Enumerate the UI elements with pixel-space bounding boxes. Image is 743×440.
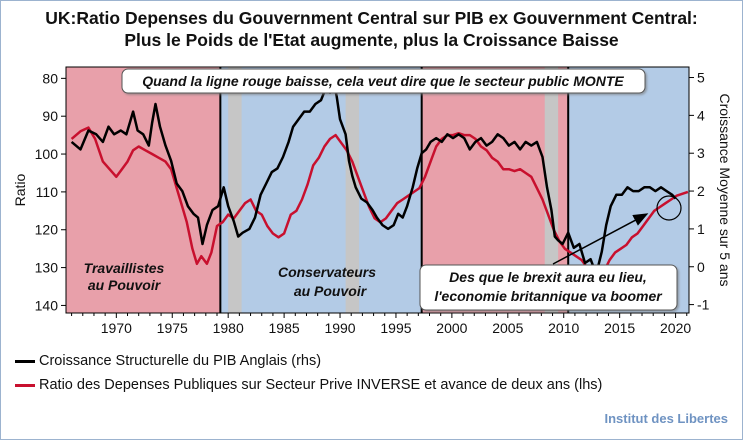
x-tick-label-2020: 2020 [660, 320, 691, 336]
legend-swatch-ratio [15, 383, 35, 387]
y-tick-label-130: 130 [35, 260, 59, 276]
conservative-label-line-1: Conservateurs [278, 264, 376, 280]
chart-title: UK:Ratio Depenses du Gouvernment Central… [1, 7, 742, 51]
legend-item-growth: Croissance Structurelle du PIB Anglais (… [15, 353, 321, 369]
x-axis: 1970 1975 1980 1985 1990 1995 2000 2005 2010 2015… [71, 313, 691, 336]
y2-tick-label-1: 1 [697, 221, 705, 237]
recession-band-4 [228, 67, 242, 313]
y-tick-label-110: 110 [36, 184, 59, 200]
brexit-text-line-2: l'economie britannique va boomer [434, 288, 663, 304]
title-line-1: UK:Ratio Depenses du Gouvernment Central… [45, 8, 698, 28]
plot-border [65, 66, 690, 314]
top-annotation-text: Quand la ligne rouge baisse, cela veut d… [142, 73, 624, 89]
labour-label-line-2: au Pouvoir [88, 277, 162, 293]
brexit-arrow [552, 213, 649, 265]
y2-tick-label-2: 2 [697, 183, 705, 199]
x-tick-label-1985: 1985 [269, 320, 300, 336]
x-tick-label-1990: 1990 [324, 320, 355, 336]
y-tick-label-80: 80 [42, 70, 58, 86]
brexit-annotation-box [419, 264, 678, 311]
y-axis-label: Ratio [12, 173, 28, 206]
x-tick-label-2005: 2005 [492, 320, 523, 336]
y-tick-label-120: 120 [35, 222, 59, 238]
brexit-text-line-1: Des que le brexit aura eu lieu, [449, 269, 647, 285]
x-tick-label-2000: 2000 [436, 320, 467, 336]
y2-tick-label-5: 5 [697, 70, 705, 86]
band-labour-0 [66, 67, 221, 313]
x-tick-label-2015: 2015 [604, 320, 635, 336]
legend-item-ratio: Ratio des Depenses Publiques sur Secteur… [15, 377, 602, 393]
credit-text: Institut des Libertes [604, 411, 728, 426]
recession-band-5 [345, 67, 360, 313]
y-axis-left: 80 90 100 110 120 130 140 [35, 70, 66, 313]
x-tick-label-1970: 1970 [101, 320, 132, 336]
y-tick-label-100: 100 [35, 146, 59, 162]
y2-tick-label--1: -1 [697, 297, 710, 313]
x-tick-label-1975: 1975 [157, 320, 188, 336]
y-tick-label-140: 140 [35, 297, 59, 313]
legend-label-growth: Croissance Structurelle du PIB Anglais (… [39, 353, 322, 369]
y2-tick-label-4: 4 [697, 107, 705, 123]
growth-series-line [70, 80, 677, 276]
x-tick-label-1995: 1995 [380, 320, 411, 336]
legend-swatch-growth [15, 359, 35, 363]
legend-label-ratio: Ratio des Depenses Publiques sur Secteur… [39, 377, 603, 393]
y-tick-label-90: 90 [42, 108, 58, 124]
title-line-2: Plus le Poids de l'Etat augmente, plus l… [124, 30, 619, 50]
top-annotation-box [121, 68, 646, 94]
labour-label-line-1: Travaillistes [84, 260, 165, 276]
y2-tick-label-3: 3 [697, 145, 705, 161]
x-tick-label-2010: 2010 [548, 320, 579, 336]
x-tick-label-1980: 1980 [213, 320, 244, 336]
y-axis-right: -1 0 1 2 3 4 5 [689, 70, 710, 313]
y2-axis-label: Croissance Moyenne sur 5 ans [717, 94, 733, 287]
conservative-label-line-2: au Pouvoir [294, 283, 368, 299]
y2-tick-label-0: 0 [697, 259, 705, 275]
recession-band-6 [544, 67, 559, 313]
brexit-circle [656, 195, 682, 221]
band-conservative-1 [220, 67, 422, 313]
recession-bands [228, 67, 559, 313]
